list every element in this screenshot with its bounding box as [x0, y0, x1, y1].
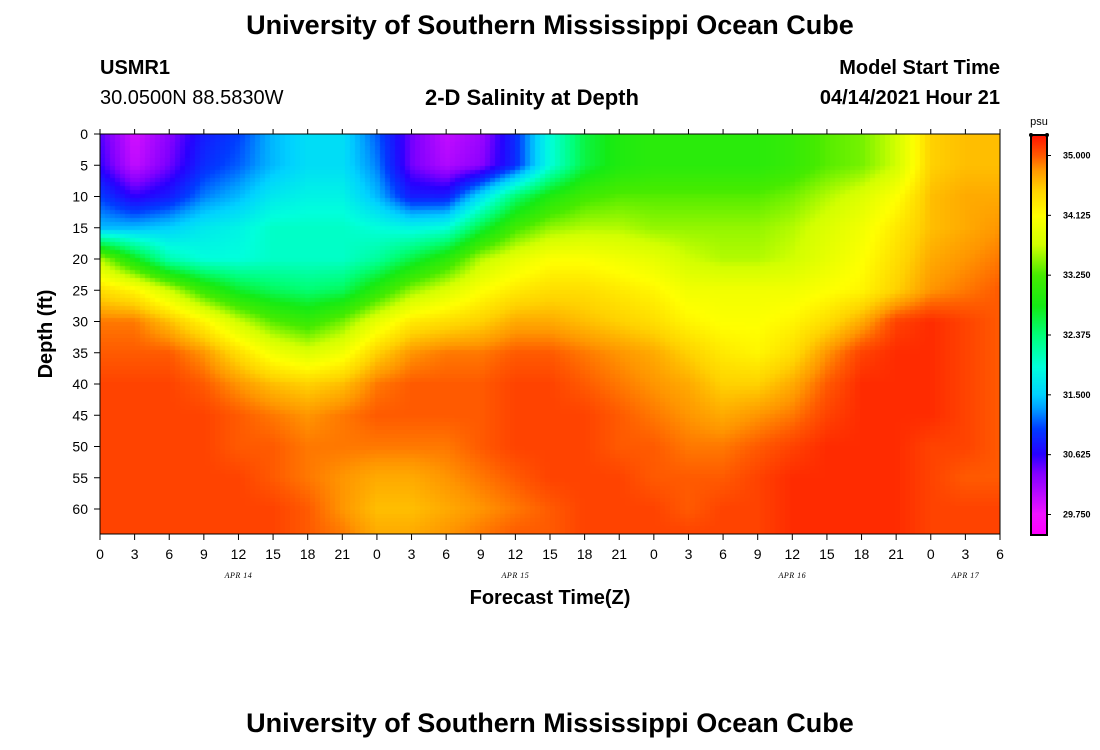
colorbar-tick-label: 31.500: [1063, 390, 1091, 400]
y-tick-label: 10: [72, 189, 88, 205]
x-tick-label: 21: [335, 546, 351, 562]
x-tick-label: 12: [508, 546, 524, 562]
y-tick-label: 15: [72, 220, 88, 236]
station-id: USMR1: [100, 57, 171, 79]
y-tick-label: 20: [72, 251, 88, 267]
y-tick-label: 50: [72, 439, 88, 455]
colorbar-gradient: [1031, 135, 1047, 535]
x-tick-label: 9: [477, 546, 485, 562]
x-day-label: APR 17: [951, 571, 980, 580]
axes: 0 3 6 9 12 15 18 21 0 3 6 9 12 15 18 21 0 3 6 9 12 15 18 21 0 3 6 A…: [35, 126, 1004, 609]
y-tick-label: 60: [72, 501, 88, 517]
x-tick-label: 3: [961, 546, 969, 562]
x-tick-label: 0: [96, 546, 104, 562]
y-axis-title: Depth (ft): [35, 290, 57, 379]
plot-frame: [99, 133, 1001, 535]
x-tick-label: 15: [265, 546, 281, 562]
x-tick-label: 6: [442, 546, 450, 562]
x-tick-label: 18: [577, 546, 593, 562]
x-tick-label: 12: [231, 546, 247, 562]
x-day-label: APR 14: [224, 571, 253, 580]
colorbar: psu 35.000 34.125 33.250 32.375 31.500 30.625 2…: [1029, 116, 1091, 536]
x-tick-label: 12: [785, 546, 801, 562]
y-tick-label: 5: [80, 157, 88, 173]
salinity-heatmap: [100, 134, 1000, 534]
colorbar-corner-dot: [1045, 133, 1049, 137]
x-tick-label: 6: [996, 546, 1004, 562]
y-tick-label: 0: [80, 126, 88, 142]
colorbar-tick-label: 29.750: [1063, 509, 1091, 519]
x-tick-label: 15: [819, 546, 835, 562]
x-tick-label: 21: [611, 546, 627, 562]
y-tick-label: 35: [72, 345, 88, 361]
y-tick-label: 45: [72, 407, 88, 423]
x-axis-title: Forecast Time(Z): [470, 587, 631, 609]
y-tick-label: 25: [72, 282, 88, 298]
station-coordinates: 30.0500N 88.5830W: [100, 87, 284, 109]
x-tick-label: 0: [927, 546, 935, 562]
x-tick-label: 21: [888, 546, 904, 562]
model-start-value: 04/14/2021 Hour 21: [819, 87, 1000, 109]
x-tick-label: 3: [408, 546, 416, 562]
x-tick-label: 18: [854, 546, 870, 562]
y-tick-label: 55: [72, 470, 88, 486]
plot-title: 2-D Salinity at Depth: [425, 85, 639, 110]
x-tick-label: 9: [200, 546, 208, 562]
colorbar-tick-label: 34.125: [1063, 210, 1091, 220]
y-tick-label: 30: [72, 314, 88, 330]
x-tick-label: 3: [685, 546, 693, 562]
x-day-label: APR 15: [501, 571, 530, 580]
y-tick-label: 40: [72, 376, 88, 392]
x-day-label: APR 16: [777, 571, 806, 580]
x-tick-label: 18: [300, 546, 316, 562]
x-tick-label: 9: [754, 546, 762, 562]
x-tick-label: 15: [542, 546, 558, 562]
x-tick-label: 3: [131, 546, 139, 562]
x-tick-label: 6: [719, 546, 727, 562]
page-title-bottom: University of Southern Mississippi Ocean…: [246, 708, 854, 738]
colorbar-unit: psu: [1030, 116, 1048, 128]
x-tick-label: 0: [650, 546, 658, 562]
colorbar-tick-label: 32.375: [1063, 330, 1091, 340]
model-start-label: Model Start Time: [839, 57, 1000, 79]
colorbar-tick-label: 30.625: [1063, 450, 1091, 460]
page-title-top: University of Southern Mississippi Ocean…: [246, 10, 854, 40]
colorbar-tick-label: 33.250: [1063, 270, 1091, 280]
colorbar-frame: [1030, 134, 1048, 536]
x-tick-label: 0: [373, 546, 381, 562]
x-tick-label: 6: [165, 546, 173, 562]
colorbar-corner-dot: [1029, 133, 1033, 137]
colorbar-tick-label: 35.000: [1063, 151, 1091, 161]
